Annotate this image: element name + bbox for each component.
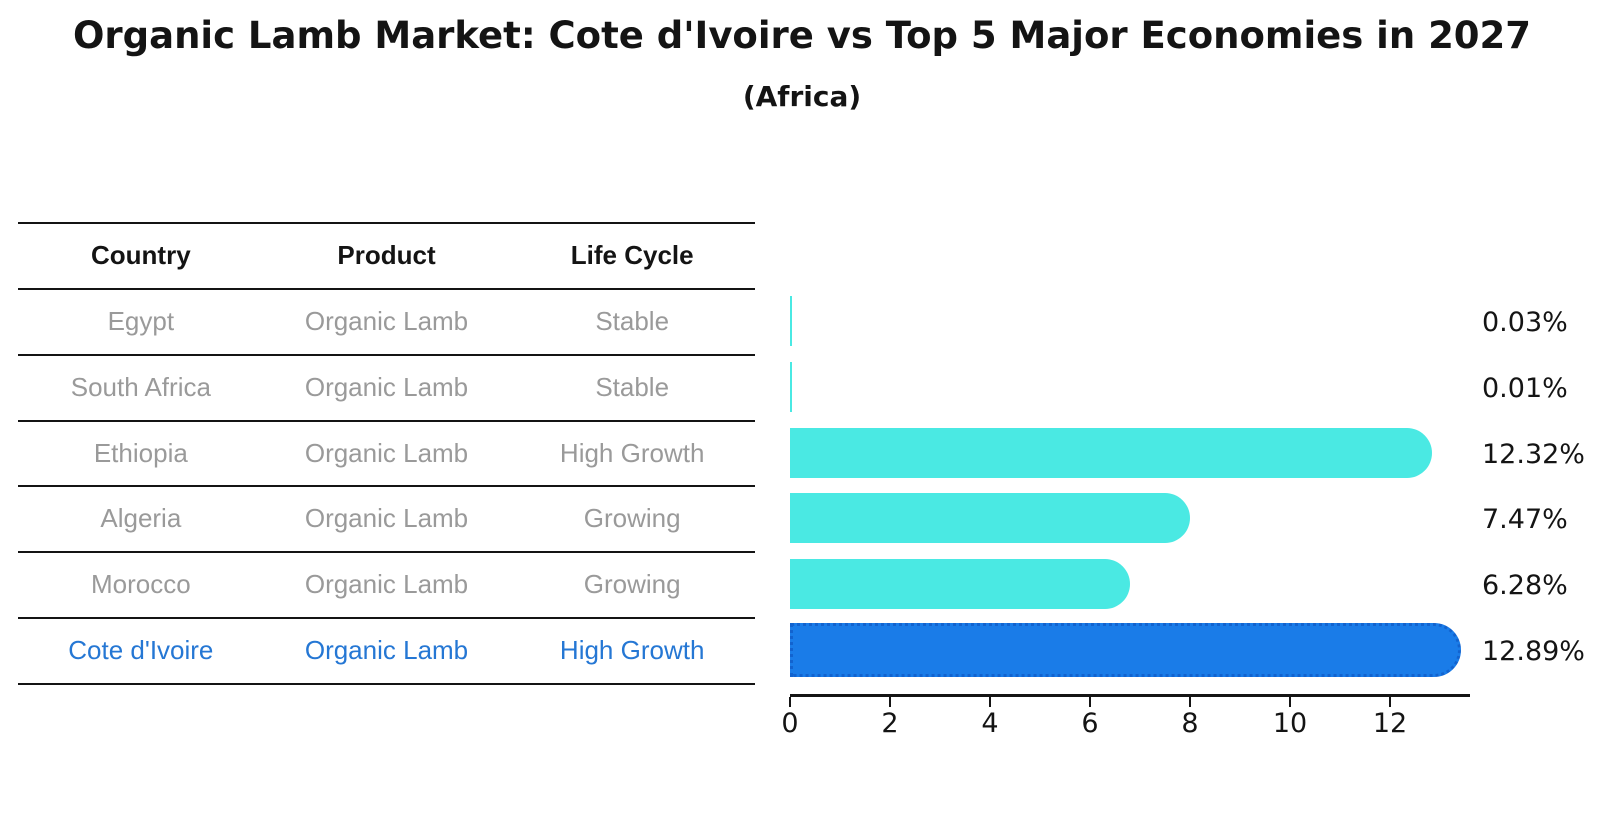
- table-row-morocco: Morocco Organic Lamb Growing: [18, 567, 755, 601]
- table-header-product: Product: [337, 239, 436, 270]
- cell-life-cycle: Growing: [583, 502, 681, 533]
- table-row-line: [18, 617, 755, 619]
- cell-product: Organic Lamb: [304, 502, 469, 533]
- cell-product: Organic Lamb: [304, 634, 469, 665]
- bar-value-south-africa: 0.01%: [1482, 373, 1568, 404]
- chart-subtitle: (Africa): [742, 80, 862, 113]
- table-row-algeria: Algeria Organic Lamb Growing: [18, 501, 755, 535]
- table-row-ethiopia: Ethiopia Organic Lamb High Growth: [18, 436, 755, 470]
- bar-value-ethiopia: 12.32%: [1482, 439, 1585, 470]
- cell-life-cycle: High Growth: [559, 634, 705, 665]
- x-tick-label-12: 12: [1372, 708, 1408, 739]
- x-tick-label-6: 6: [1081, 708, 1099, 739]
- x-tick-label-2: 2: [881, 708, 899, 739]
- x-tick-4: [989, 697, 991, 707]
- x-tick-label-8: 8: [1181, 708, 1199, 739]
- table-row-line: [18, 683, 755, 685]
- x-tick-12: [1389, 697, 1391, 707]
- bar-ethiopia: [790, 428, 1432, 478]
- x-tick-10: [1289, 697, 1291, 707]
- table-header-row: Country Product Life Cycle: [18, 238, 755, 272]
- cell-product: Organic Lamb: [304, 568, 469, 599]
- x-tick-label-10: 10: [1272, 708, 1308, 739]
- table-row-egypt: Egypt Organic Lamb Stable: [18, 304, 755, 338]
- x-tick-label-4: 4: [981, 708, 999, 739]
- table-row-line: [18, 551, 755, 553]
- bar-value-egypt: 0.03%: [1482, 307, 1568, 338]
- table-row-south-africa: South Africa Organic Lamb Stable: [18, 370, 755, 404]
- cell-product: Organic Lamb: [304, 437, 469, 468]
- cell-country: South Africa: [70, 371, 211, 402]
- x-tick-0: [789, 697, 791, 707]
- cell-life-cycle: High Growth: [559, 437, 705, 468]
- table-header-life-cycle: Life Cycle: [570, 239, 694, 270]
- chart-title: Organic Lamb Market: Cote d'Ivoire vs To…: [72, 14, 1532, 57]
- bar-morocco: [790, 559, 1130, 609]
- table-top-line: [18, 222, 755, 224]
- bar-value-algeria: 7.47%: [1482, 504, 1568, 535]
- cell-life-cycle: Growing: [583, 568, 681, 599]
- cell-life-cycle: Stable: [595, 305, 670, 336]
- cell-life-cycle: Stable: [595, 371, 670, 402]
- table-row-line: [18, 420, 755, 422]
- cell-country: Morocco: [90, 568, 191, 599]
- cell-country: Algeria: [100, 502, 182, 533]
- x-tick-6: [1089, 697, 1091, 707]
- table-row-line: [18, 354, 755, 356]
- table-row-line: [18, 288, 755, 290]
- bar-cote-d-ivoire: [790, 623, 1461, 677]
- bar-algeria: [790, 493, 1190, 543]
- bar-egypt: [790, 296, 792, 346]
- cell-product: Organic Lamb: [304, 305, 469, 336]
- bar-value-cote-d-ivoire: 12.89%: [1482, 636, 1585, 667]
- bar-south-africa: [790, 362, 792, 412]
- table-header-country: Country: [91, 239, 191, 270]
- x-tick-2: [889, 697, 891, 707]
- x-axis-line: [790, 694, 1470, 697]
- table-row-cote-d-ivoire: Cote d'Ivoire Organic Lamb High Growth: [18, 633, 755, 667]
- cell-country: Cote d'Ivoire: [68, 634, 214, 665]
- cell-country: Ethiopia: [93, 437, 188, 468]
- cell-country: Egypt: [107, 305, 175, 336]
- bar-value-morocco: 6.28%: [1482, 570, 1568, 601]
- cell-product: Organic Lamb: [304, 371, 469, 402]
- x-tick-label-0: 0: [781, 708, 799, 739]
- x-tick-8: [1189, 697, 1191, 707]
- table-row-line: [18, 485, 755, 487]
